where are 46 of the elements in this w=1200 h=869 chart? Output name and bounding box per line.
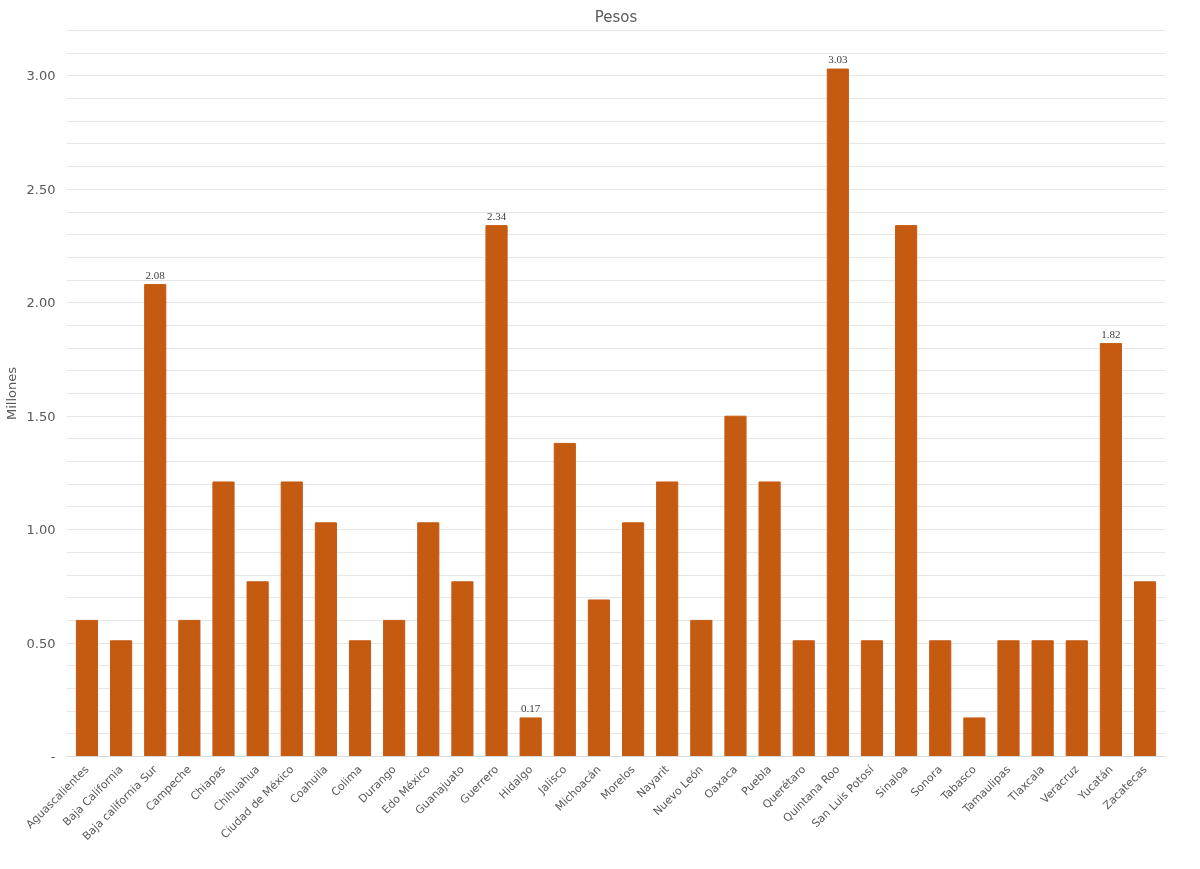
data-label: 1.82 bbox=[1101, 327, 1121, 340]
y-tick-label: 3.00 bbox=[26, 68, 56, 84]
data-label: 2.34 bbox=[486, 209, 507, 222]
bar bbox=[621, 522, 645, 757]
y-tick-label: 1.50 bbox=[26, 408, 56, 424]
bar bbox=[212, 481, 235, 757]
bar bbox=[246, 581, 269, 757]
bar bbox=[383, 619, 406, 757]
bar bbox=[485, 225, 508, 757]
bar bbox=[963, 717, 986, 757]
bar bbox=[451, 581, 474, 757]
data-label: 0.17 bbox=[521, 701, 541, 714]
bar bbox=[314, 522, 337, 757]
bar bbox=[860, 640, 884, 757]
data-label: 2.08 bbox=[145, 268, 166, 281]
bar bbox=[656, 481, 679, 757]
bar bbox=[587, 599, 611, 757]
bar bbox=[280, 481, 303, 757]
bar bbox=[553, 442, 576, 757]
bar bbox=[895, 225, 918, 757]
y-tick-label: 1.00 bbox=[26, 522, 56, 538]
bar bbox=[826, 68, 849, 757]
bar bbox=[75, 619, 99, 757]
bar bbox=[1133, 581, 1157, 757]
bar bbox=[519, 717, 542, 757]
bar bbox=[997, 640, 1020, 757]
bar bbox=[1099, 343, 1122, 757]
bar bbox=[417, 522, 440, 757]
y-tick-label: 2.50 bbox=[26, 181, 56, 197]
bar bbox=[144, 284, 167, 757]
bar bbox=[929, 640, 952, 757]
y-axis-title: Millones bbox=[3, 366, 19, 421]
y-tick-label: 2.00 bbox=[26, 295, 56, 311]
data-label: 3.03 bbox=[828, 53, 848, 66]
bar bbox=[1031, 640, 1054, 757]
bar bbox=[1065, 640, 1088, 757]
bar bbox=[178, 619, 201, 757]
bar bbox=[690, 619, 713, 757]
bar bbox=[724, 415, 747, 757]
bar bbox=[110, 640, 133, 757]
bar bbox=[758, 481, 781, 757]
bar bbox=[792, 640, 815, 757]
bar bbox=[348, 640, 372, 757]
chart-title: Pesos bbox=[594, 7, 638, 26]
y-tick-label: 0.50 bbox=[26, 635, 56, 651]
y-tick-label: - bbox=[50, 749, 56, 764]
